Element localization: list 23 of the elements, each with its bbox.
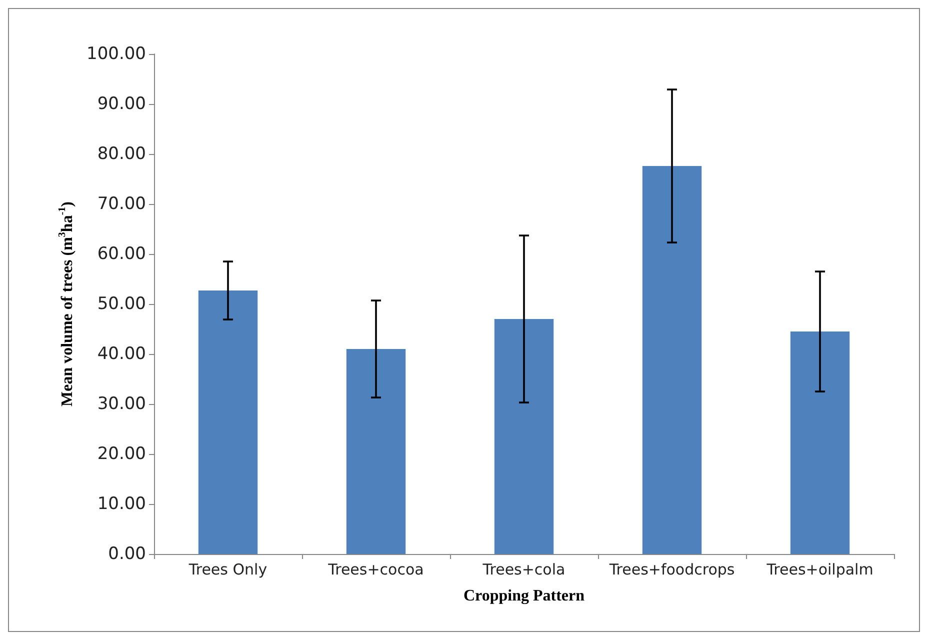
y-tick-label: 60.00 [97, 244, 146, 264]
y-tick-label: 80.00 [97, 144, 146, 164]
x-tick-label: Trees+foodcrops [608, 560, 735, 578]
y-tick-label: 70.00 [97, 194, 146, 214]
x-tick-label: Trees Only [188, 560, 268, 578]
y-tick-label: 50.00 [97, 294, 146, 314]
x-tick-label: Trees+cocoa [327, 560, 424, 578]
y-tick-label: 90.00 [97, 94, 146, 114]
bar [494, 319, 554, 554]
y-tick-label: 100.00 [86, 44, 146, 64]
x-tick-label: Trees+oilpalm [766, 560, 874, 578]
bar [198, 290, 258, 554]
y-tick-label: 10.00 [97, 494, 146, 514]
y-tick-label: 30.00 [97, 394, 146, 414]
y-tick-label: 40.00 [97, 344, 146, 364]
bar [642, 166, 702, 554]
y-axis-title: Mean volume of trees (m3ha-1) [57, 202, 76, 406]
bar [790, 332, 850, 554]
y-tick-label: 0.00 [108, 544, 146, 564]
bar [346, 349, 406, 554]
y-tick-label: 20.00 [97, 444, 146, 464]
x-tick-label: Trees+cola [482, 560, 566, 578]
x-axis-title: Cropping Pattern [463, 588, 585, 604]
